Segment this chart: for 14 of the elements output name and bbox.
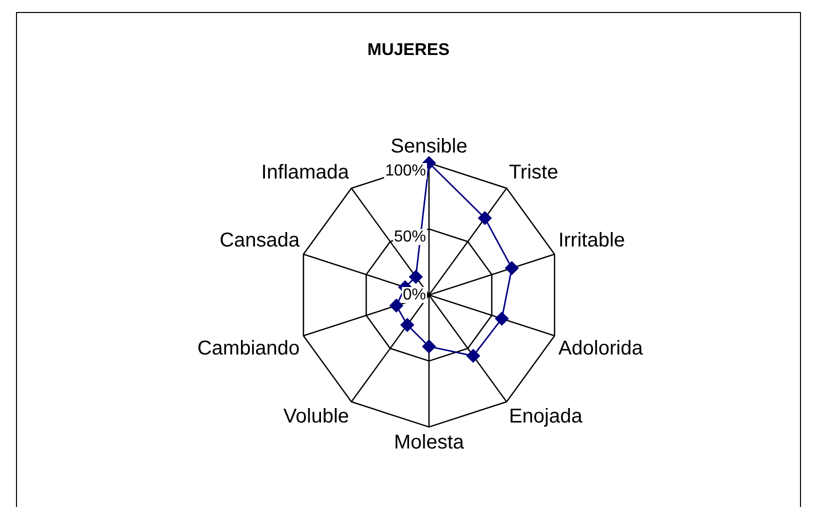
spoke-label: Molesta [394, 432, 465, 454]
spoke-label: Sensible [390, 136, 468, 158]
y-tick-label: 100% [385, 162, 426, 180]
y-tick-label: 0% [402, 286, 426, 304]
y-tick-label: 50% [394, 228, 426, 246]
spoke-label: Cambiando [197, 338, 300, 360]
spoke-label: Adolorida [558, 338, 644, 360]
spoke-label: Triste [508, 161, 558, 184]
spoke-label: Inflamada [261, 161, 350, 184]
chart-title: MUJERES [366, 40, 451, 60]
spoke-label: Enojada [508, 406, 584, 428]
spoke-label: Irritable [558, 229, 626, 252]
spoke-label: Cansada [220, 229, 301, 252]
spoke-label: Voluble [283, 406, 350, 428]
